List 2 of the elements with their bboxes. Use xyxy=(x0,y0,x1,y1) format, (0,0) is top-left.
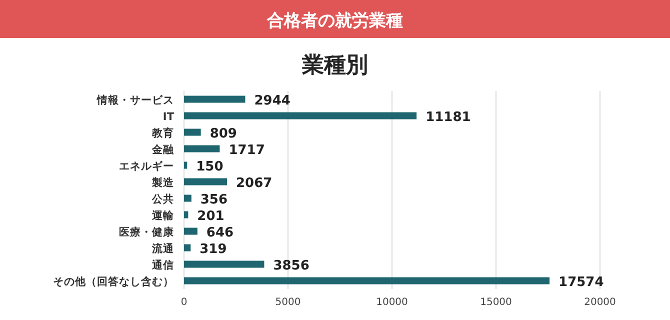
title: 合格者の就労業種 xyxy=(267,11,403,31)
subtitle: 業種別 xyxy=(302,53,368,78)
